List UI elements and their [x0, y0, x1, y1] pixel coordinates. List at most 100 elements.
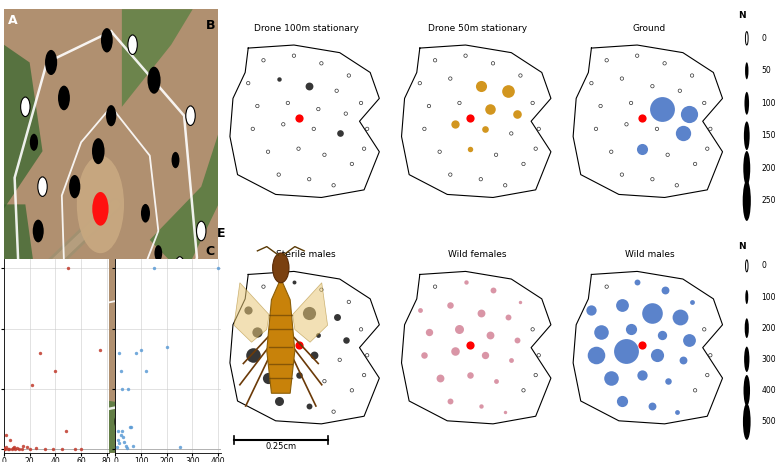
Point [3, 445, 16, 453]
Point [704, 352, 717, 359]
Point [112, 436, 124, 443]
Point [594, 328, 607, 336]
Point [212, 265, 225, 272]
Circle shape [115, 412, 125, 432]
Point [303, 176, 315, 183]
Point [272, 75, 285, 82]
Circle shape [30, 134, 38, 151]
Circle shape [55, 291, 65, 313]
Point [123, 424, 136, 431]
Point [0, 443, 12, 450]
Point [39, 445, 51, 453]
Polygon shape [122, 9, 193, 107]
Point [701, 145, 714, 152]
Point [307, 125, 320, 133]
Point [328, 408, 340, 415]
Point [59, 427, 72, 435]
Point [594, 102, 607, 109]
Text: 100: 100 [761, 292, 776, 302]
Circle shape [33, 219, 44, 243]
Circle shape [63, 403, 73, 423]
Point [49, 367, 62, 375]
Text: 50: 50 [761, 66, 771, 75]
Point [246, 352, 259, 359]
Point [346, 160, 358, 168]
Text: 0.25cm: 0.25cm [265, 442, 296, 450]
Point [625, 99, 637, 107]
Text: B: B [205, 19, 215, 32]
Point [499, 182, 512, 189]
Polygon shape [4, 355, 51, 453]
Point [517, 160, 530, 168]
Point [127, 442, 140, 449]
Circle shape [744, 92, 749, 115]
Point [502, 313, 515, 321]
Circle shape [92, 192, 108, 225]
Point [474, 83, 487, 90]
Point [514, 298, 526, 305]
Circle shape [69, 175, 80, 198]
Polygon shape [267, 279, 295, 393]
Point [0, 445, 12, 453]
Point [459, 52, 472, 60]
Circle shape [85, 328, 94, 346]
Text: C: C [205, 245, 215, 258]
Circle shape [744, 122, 750, 150]
Point [671, 182, 683, 189]
Point [331, 87, 343, 94]
Point [94, 346, 106, 354]
Circle shape [744, 346, 750, 372]
Point [292, 341, 305, 348]
Point [530, 145, 542, 152]
Point [26, 382, 38, 389]
Point [423, 328, 435, 336]
Point [277, 121, 289, 128]
Text: N: N [738, 242, 746, 251]
Point [620, 121, 633, 128]
Point [334, 130, 346, 137]
Point [315, 60, 328, 67]
Point [444, 75, 456, 82]
Point [658, 286, 671, 293]
Polygon shape [234, 283, 269, 342]
Point [590, 352, 602, 359]
Point [704, 125, 717, 133]
Point [636, 115, 648, 122]
Point [0, 445, 10, 453]
Title: Drone 100m stationary: Drone 100m stationary [254, 24, 359, 33]
Point [251, 102, 264, 109]
Point [459, 279, 472, 286]
Text: E: E [216, 227, 225, 241]
Point [328, 182, 340, 189]
Point [514, 72, 526, 79]
Point [129, 349, 142, 356]
Point [272, 171, 285, 178]
Point [140, 367, 153, 375]
Point [342, 72, 355, 79]
Title: Sterile males: Sterile males [276, 250, 336, 259]
Point [8, 443, 20, 450]
Text: 400: 400 [761, 386, 776, 395]
Title: Wild males: Wild males [625, 250, 674, 259]
Point [453, 99, 466, 107]
Point [636, 371, 648, 379]
Circle shape [175, 257, 185, 276]
Point [288, 52, 300, 60]
Point [636, 145, 648, 152]
Point [312, 105, 324, 113]
Point [585, 306, 597, 313]
Point [339, 110, 352, 117]
Point [361, 352, 374, 359]
Point [484, 332, 496, 339]
Point [530, 371, 542, 379]
Point [331, 313, 343, 321]
Title: Ground: Ground [633, 24, 666, 33]
Polygon shape [4, 9, 218, 453]
Point [358, 371, 370, 379]
Circle shape [92, 138, 105, 164]
Text: A: A [9, 14, 18, 27]
Point [505, 130, 518, 137]
Point [5, 445, 18, 453]
Circle shape [58, 85, 70, 110]
Point [511, 110, 523, 117]
